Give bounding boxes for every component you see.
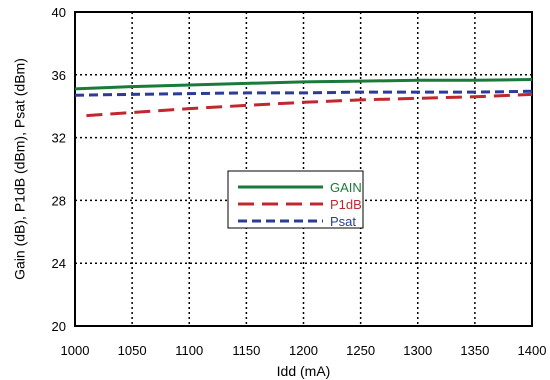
legend-box — [227, 170, 364, 229]
x-tick-label: 1150 — [232, 343, 260, 358]
x-axis-label: Idd (mA) — [277, 363, 331, 379]
y-tick-label: 20 — [52, 319, 66, 334]
series-line-gain — [74, 78, 533, 91]
y-tick-label: 36 — [52, 68, 66, 83]
x-tick-labels: 1000 1050 1100 1150 1200 1250 1300 1350 1400 — [61, 343, 547, 358]
x-tick-label: 1300 — [403, 343, 432, 358]
legend: GAIN P1dB Psat — [227, 170, 364, 229]
series-group — [74, 78, 533, 118]
x-tick-label: 1000 — [61, 343, 90, 358]
y-tick-label: 24 — [52, 256, 66, 271]
legend-label-p1db: P1dB — [330, 197, 362, 212]
y-tick-label: 28 — [52, 193, 66, 208]
legend-label-psat: Psat — [330, 214, 356, 229]
grid-lines — [75, 12, 532, 326]
series-line-p1db — [86, 92, 533, 118]
y-tick-label: 40 — [52, 5, 66, 20]
y-tick-label: 32 — [52, 131, 66, 146]
plot-area-border — [74, 11, 533, 327]
series-line-psat — [74, 89, 533, 97]
x-tick-label: 1250 — [346, 343, 375, 358]
x-tick-label: 1350 — [460, 343, 489, 358]
x-tick-label: 1050 — [118, 343, 147, 358]
x-tick-label: 1100 — [175, 343, 203, 358]
x-tick-label: 1200 — [289, 343, 318, 358]
y-tick-labels: 20 24 28 32 36 40 — [52, 5, 66, 334]
x-tick-label: 1400 — [518, 343, 547, 358]
y-axis-label: Gain (dB), P1dB (dBm), Psat (dBm) — [12, 58, 28, 280]
legend-label-gain: GAIN — [330, 180, 362, 195]
